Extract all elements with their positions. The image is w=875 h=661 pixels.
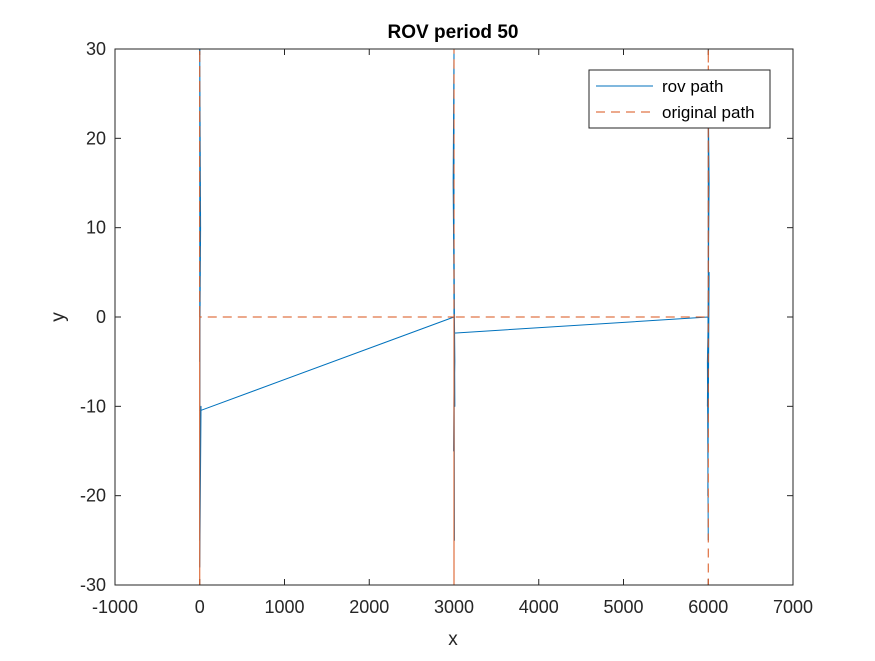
x-tick-label: 4000 xyxy=(519,597,559,617)
x-tick-label: 7000 xyxy=(773,597,813,617)
chart-title: ROV period 50 xyxy=(388,22,519,43)
y-tick-label: 10 xyxy=(86,218,106,238)
y-tick-label: -10 xyxy=(80,396,106,416)
y-tick-label: -20 xyxy=(80,486,106,506)
x-tick-label: 5000 xyxy=(603,597,643,617)
y-tick-label: 0 xyxy=(96,307,106,327)
x-tick-label: 1000 xyxy=(264,597,304,617)
x-tick-label: 2000 xyxy=(349,597,389,617)
y-axis-ticks: -30 -20 -10 0 10 20 30 xyxy=(80,39,793,595)
legend-label-original-path: original path xyxy=(662,103,755,122)
plot-frame xyxy=(114,48,794,586)
y-tick-label: 30 xyxy=(86,39,106,59)
x-tick-label: 0 xyxy=(195,597,205,617)
x-axis-label: x xyxy=(448,629,458,650)
x-axis-ticks: -1000 0 1000 2000 3000 4000 5000 6000 7000 xyxy=(92,49,813,617)
x-tick-label: 6000 xyxy=(688,597,728,617)
y-tick-label: -30 xyxy=(80,575,106,595)
x-tick-label: -1000 xyxy=(92,597,138,617)
y-axis-label: y xyxy=(48,312,69,322)
x-tick-label: 3000 xyxy=(434,597,474,617)
legend-label-rov-path: rov path xyxy=(662,77,723,96)
y-tick-label: 20 xyxy=(86,128,106,148)
legend: rov path original path xyxy=(588,69,771,129)
legend-box xyxy=(588,69,771,129)
